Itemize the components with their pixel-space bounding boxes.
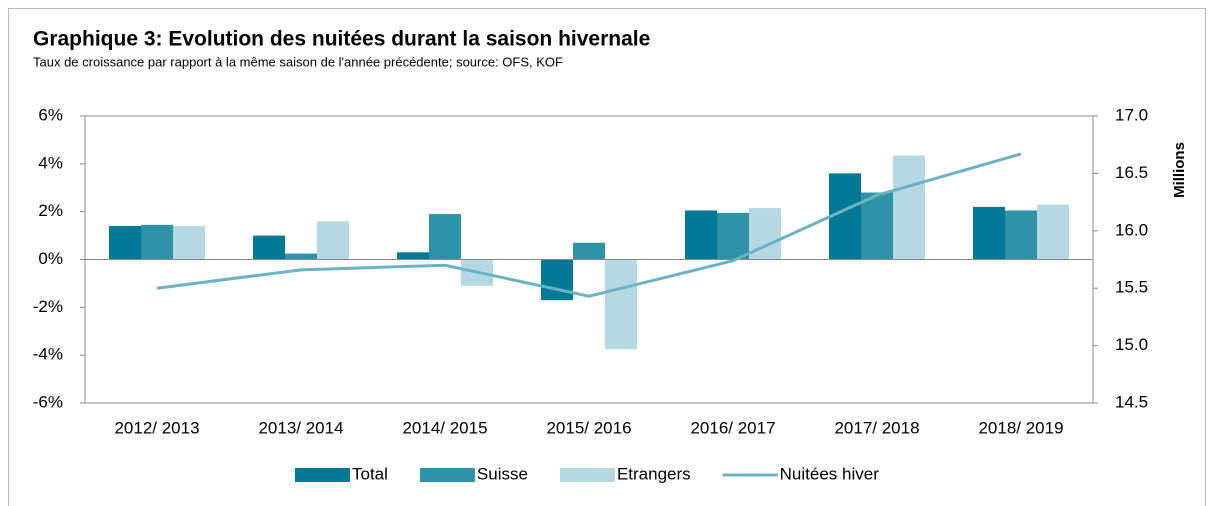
y2-tick-label: 17.0 [1115, 105, 1148, 124]
bar [317, 221, 349, 260]
legend-swatch [559, 468, 615, 482]
bar [109, 226, 141, 260]
legend-label: Suisse [477, 464, 528, 483]
y2-tick-label: 16.5 [1115, 163, 1148, 182]
legend-label: Nuitées hiver [780, 464, 880, 483]
y2-tick-label: 16.0 [1115, 220, 1148, 239]
legend-label: Total [352, 464, 388, 483]
bar [253, 235, 285, 260]
bar [685, 210, 717, 260]
bar [973, 206, 1005, 260]
y-tick-label: -4% [33, 345, 63, 364]
x-tick-label: 2013/ 2014 [258, 418, 343, 437]
bar [829, 173, 861, 260]
bar [861, 192, 893, 260]
chart-subtitle: Taux de croissance par rapport à la même… [33, 54, 563, 69]
chart-title: Graphique 3: Evolution des nuitées duran… [33, 28, 650, 51]
x-tick-label: 2014/ 2015 [402, 418, 487, 437]
frame [8, 8, 1206, 506]
bar [605, 259, 637, 350]
x-tick-label: 2012/ 2013 [114, 418, 199, 437]
bar [397, 252, 429, 260]
bar [285, 253, 317, 260]
y-tick-label: -2% [33, 297, 63, 316]
line [156, 152, 1022, 298]
bar [1005, 210, 1037, 260]
y-tick-label: 0% [38, 249, 63, 268]
bar [1037, 204, 1069, 260]
legend-label: Etrangers [617, 464, 691, 483]
y2-tick-label: 15.5 [1115, 278, 1148, 297]
x-tick-label: 2016/ 2017 [690, 418, 775, 437]
bar [717, 212, 749, 260]
y2-axis-label: Millions [1171, 142, 1188, 198]
bar [541, 259, 573, 301]
bar [429, 214, 461, 260]
x-tick-label: 2018/ 2019 [978, 418, 1063, 437]
y-tick-label: 2% [38, 201, 63, 220]
bar [173, 226, 205, 260]
bar [893, 155, 925, 260]
x-tick-label: 2015/ 2016 [546, 418, 631, 437]
x-tick-label: 2017/ 2018 [834, 418, 919, 437]
y2-tick-label: 14.5 [1115, 392, 1148, 411]
y-tick-label: -6% [33, 392, 63, 411]
legend-swatch [419, 468, 475, 482]
y-tick-label: 4% [38, 153, 63, 172]
y-tick-label: 6% [38, 105, 63, 124]
bar [573, 242, 605, 260]
bar [141, 224, 173, 260]
y2-tick-label: 15.0 [1115, 335, 1148, 354]
legend-swatch [295, 468, 350, 482]
